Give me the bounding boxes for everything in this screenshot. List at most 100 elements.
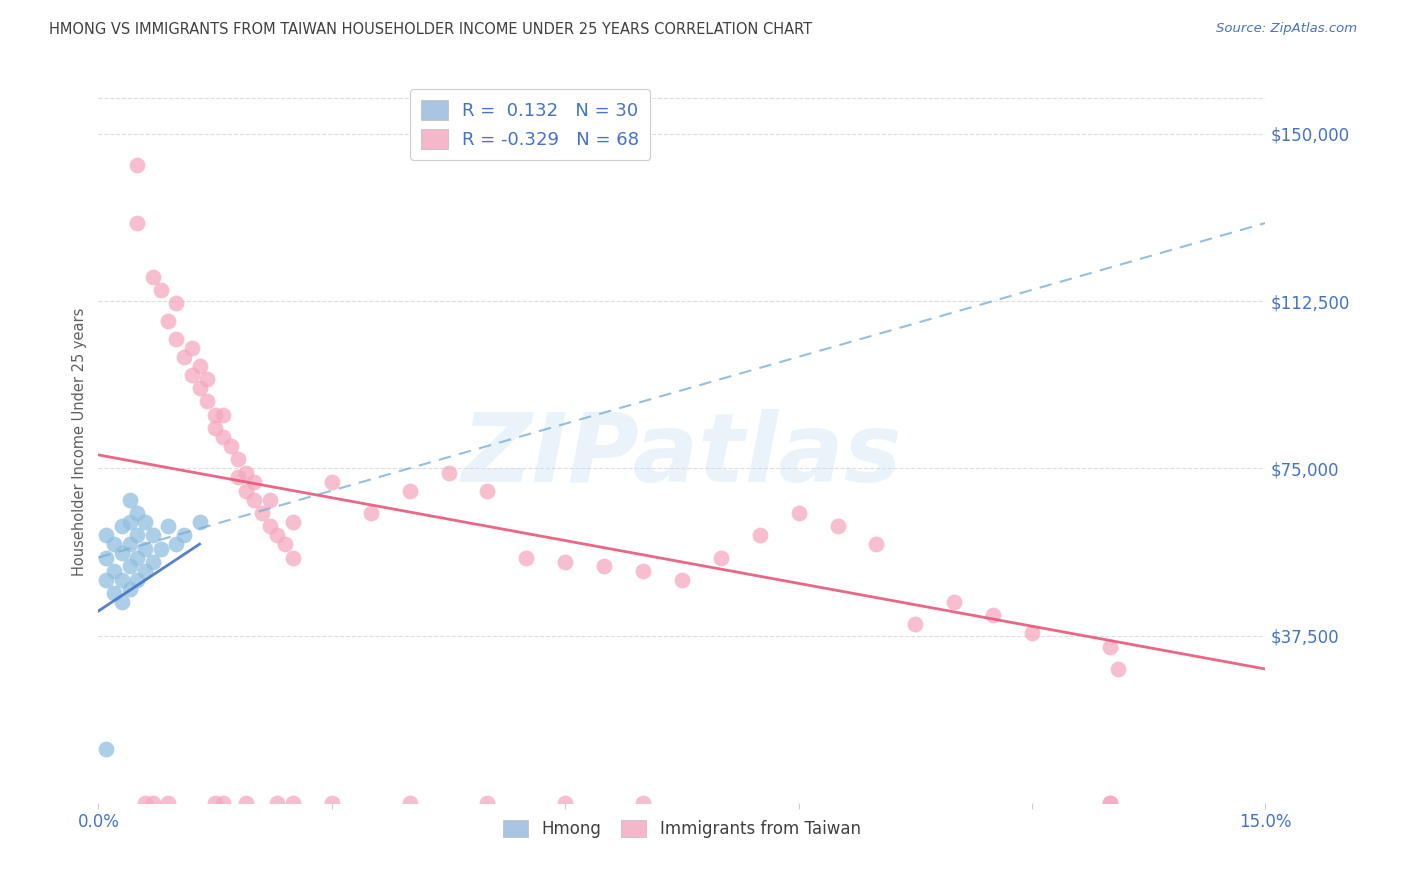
Point bbox=[118, 537, 141, 551]
Point bbox=[142, 528, 165, 542]
Point bbox=[787, 506, 810, 520]
Point bbox=[180, 368, 202, 382]
Point bbox=[266, 796, 288, 810]
Point bbox=[398, 483, 420, 498]
Text: HMONG VS IMMIGRANTS FROM TAIWAN HOUSEHOLDER INCOME UNDER 25 YEARS CORRELATION CH: HMONG VS IMMIGRANTS FROM TAIWAN HOUSEHOL… bbox=[49, 22, 813, 37]
Point bbox=[165, 537, 187, 551]
Point bbox=[235, 466, 257, 480]
Point bbox=[250, 506, 273, 520]
Point bbox=[134, 515, 156, 529]
Text: ZIPatlas: ZIPatlas bbox=[461, 409, 903, 502]
Point bbox=[212, 430, 235, 444]
Point bbox=[118, 515, 141, 529]
Point bbox=[188, 359, 211, 373]
Point bbox=[188, 381, 211, 395]
Point bbox=[281, 550, 304, 565]
Legend: Hmong, Immigrants from Taiwan: Hmong, Immigrants from Taiwan bbox=[496, 814, 868, 845]
Point bbox=[204, 408, 226, 422]
Point bbox=[235, 796, 257, 810]
Point bbox=[103, 586, 125, 600]
Point bbox=[274, 537, 297, 551]
Point bbox=[142, 796, 165, 810]
Point bbox=[111, 519, 134, 533]
Point bbox=[1098, 796, 1121, 810]
Point bbox=[554, 555, 576, 569]
Point bbox=[111, 546, 134, 560]
Point bbox=[710, 550, 733, 565]
Point bbox=[157, 519, 180, 533]
Point bbox=[266, 528, 288, 542]
Point bbox=[142, 269, 165, 284]
Point bbox=[243, 475, 266, 489]
Point bbox=[593, 559, 616, 574]
Point bbox=[127, 528, 149, 542]
Y-axis label: Householder Income Under 25 years: Householder Income Under 25 years bbox=[72, 308, 87, 575]
Point bbox=[259, 492, 281, 507]
Point bbox=[281, 796, 304, 810]
Point bbox=[118, 492, 141, 507]
Point bbox=[204, 421, 226, 435]
Point bbox=[228, 452, 250, 467]
Point bbox=[259, 519, 281, 533]
Point bbox=[865, 537, 887, 551]
Point bbox=[477, 796, 499, 810]
Point bbox=[631, 796, 654, 810]
Point bbox=[173, 528, 195, 542]
Point bbox=[281, 515, 304, 529]
Point bbox=[127, 506, 149, 520]
Point bbox=[515, 550, 537, 565]
Point bbox=[96, 573, 118, 587]
Point bbox=[1107, 662, 1129, 676]
Point bbox=[134, 541, 156, 556]
Point bbox=[1098, 640, 1121, 654]
Point bbox=[477, 483, 499, 498]
Point bbox=[212, 408, 235, 422]
Point bbox=[904, 617, 927, 632]
Point bbox=[180, 341, 202, 355]
Point bbox=[165, 296, 187, 310]
Point bbox=[981, 608, 1004, 623]
Point bbox=[195, 372, 218, 386]
Point bbox=[103, 564, 125, 578]
Point bbox=[149, 283, 172, 297]
Point bbox=[111, 573, 134, 587]
Point bbox=[134, 796, 156, 810]
Point bbox=[398, 796, 420, 810]
Point bbox=[1021, 626, 1043, 640]
Point bbox=[127, 158, 149, 172]
Point bbox=[149, 541, 172, 556]
Point bbox=[173, 350, 195, 364]
Point bbox=[118, 582, 141, 596]
Point bbox=[943, 595, 966, 609]
Point bbox=[188, 515, 211, 529]
Point bbox=[212, 796, 235, 810]
Point bbox=[748, 528, 770, 542]
Point bbox=[219, 439, 242, 453]
Text: Source: ZipAtlas.com: Source: ZipAtlas.com bbox=[1216, 22, 1357, 36]
Point bbox=[321, 475, 343, 489]
Point bbox=[228, 470, 250, 484]
Point bbox=[1098, 796, 1121, 810]
Point bbox=[103, 537, 125, 551]
Point bbox=[96, 550, 118, 565]
Point bbox=[671, 573, 693, 587]
Point bbox=[142, 555, 165, 569]
Point bbox=[157, 796, 180, 810]
Point bbox=[360, 506, 382, 520]
Point bbox=[127, 550, 149, 565]
Point bbox=[127, 216, 149, 230]
Point bbox=[134, 564, 156, 578]
Point bbox=[111, 595, 134, 609]
Point bbox=[631, 564, 654, 578]
Point bbox=[554, 796, 576, 810]
Point bbox=[195, 394, 218, 409]
Point bbox=[96, 528, 118, 542]
Point bbox=[243, 492, 266, 507]
Point bbox=[96, 742, 118, 756]
Point bbox=[235, 483, 257, 498]
Point bbox=[165, 332, 187, 346]
Point bbox=[437, 466, 460, 480]
Point bbox=[204, 796, 226, 810]
Point bbox=[118, 559, 141, 574]
Point bbox=[157, 314, 180, 328]
